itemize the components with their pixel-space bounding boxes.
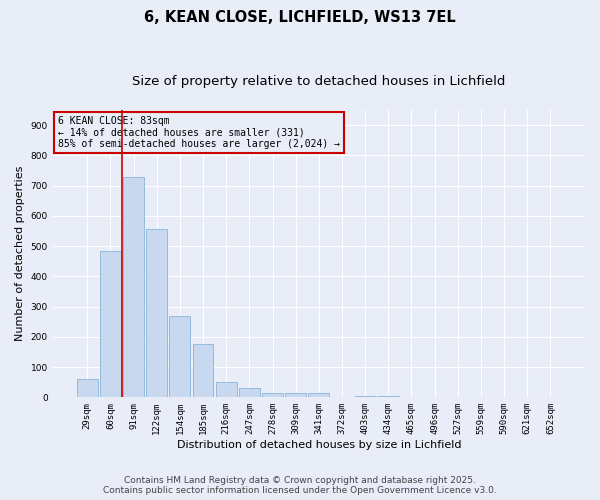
Bar	[355, 396, 376, 398]
Bar	[216, 382, 236, 398]
Y-axis label: Number of detached properties: Number of detached properties	[15, 166, 25, 342]
Text: 6 KEAN CLOSE: 83sqm
← 14% of detached houses are smaller (331)
85% of semi-detac: 6 KEAN CLOSE: 83sqm ← 14% of detached ho…	[58, 116, 340, 149]
Bar	[146, 230, 167, 398]
Text: 6, KEAN CLOSE, LICHFIELD, WS13 7EL: 6, KEAN CLOSE, LICHFIELD, WS13 7EL	[144, 10, 456, 25]
Bar	[77, 379, 98, 398]
Text: Contains HM Land Registry data © Crown copyright and database right 2025.
Contai: Contains HM Land Registry data © Crown c…	[103, 476, 497, 495]
Title: Size of property relative to detached houses in Lichfield: Size of property relative to detached ho…	[132, 75, 506, 88]
Bar	[308, 394, 329, 398]
Bar	[262, 393, 283, 398]
Bar	[100, 250, 121, 398]
Bar	[123, 176, 144, 398]
Bar	[193, 344, 214, 398]
Bar	[239, 388, 260, 398]
Bar	[169, 316, 190, 398]
Bar	[378, 396, 399, 398]
X-axis label: Distribution of detached houses by size in Lichfield: Distribution of detached houses by size …	[176, 440, 461, 450]
Bar	[285, 394, 306, 398]
